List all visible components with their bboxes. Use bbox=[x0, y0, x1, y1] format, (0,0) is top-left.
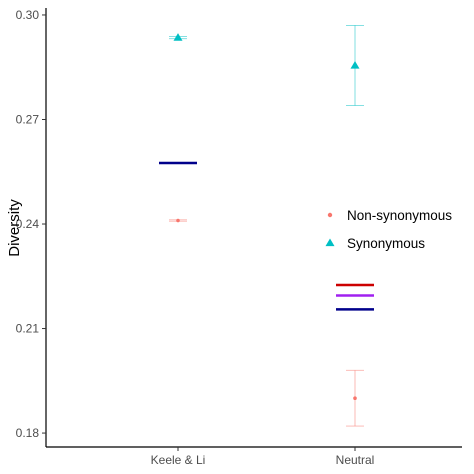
legend-label: Non-synonymous bbox=[347, 208, 452, 223]
y-tick-label: 0.27 bbox=[16, 112, 40, 126]
legend: Non-synonymous Synonymous bbox=[325, 208, 452, 251]
axes bbox=[45, 8, 462, 448]
x-ticks: Keele & Li Neutral bbox=[151, 447, 375, 467]
legend-key bbox=[327, 212, 333, 218]
legend-key bbox=[325, 238, 335, 247]
y-tick-label: 0.24 bbox=[16, 217, 40, 231]
y-tick-label: 0.18 bbox=[16, 426, 40, 440]
x-tick-label: Keele & Li bbox=[151, 453, 206, 467]
data-point bbox=[176, 218, 180, 223]
legend-label: Synonymous bbox=[347, 236, 425, 251]
y-ticks: 0.18 0.21 0.24 0.27 0.30 bbox=[16, 8, 46, 440]
data-point bbox=[350, 60, 360, 69]
x-tick-label: Neutral bbox=[336, 453, 375, 467]
y-tick-label: 0.21 bbox=[16, 322, 40, 336]
y-axis-title: Diversity bbox=[6, 199, 23, 257]
data-point bbox=[173, 33, 183, 41]
plot-area bbox=[159, 24, 374, 427]
y-tick-label: 0.30 bbox=[16, 8, 40, 22]
data-point bbox=[353, 396, 357, 401]
